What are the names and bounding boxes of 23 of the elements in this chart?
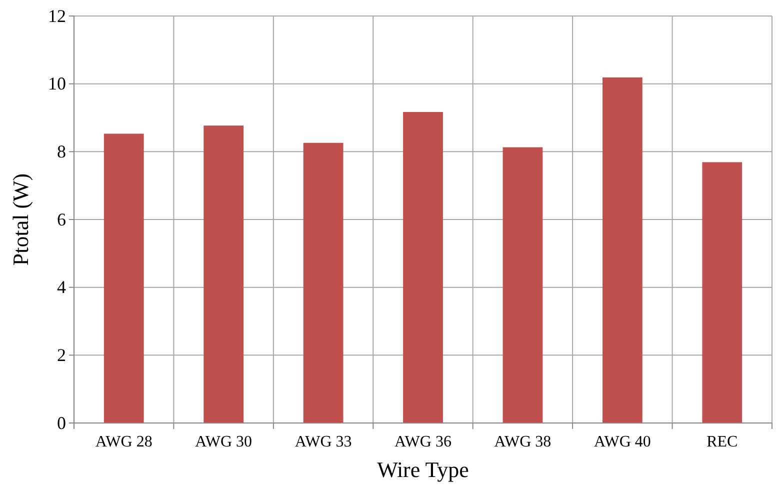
x-tick-label: AWG 30 [195, 433, 252, 450]
x-tick-label: AWG 33 [294, 433, 352, 450]
bar [702, 162, 742, 423]
bar [204, 126, 244, 423]
y-tick-label: 6 [57, 209, 66, 230]
x-axis-title: Wire Type [377, 457, 469, 482]
y-tick-label: 4 [57, 277, 66, 298]
x-tick-label: AWG 40 [594, 433, 651, 450]
x-tick-label: AWG 36 [394, 433, 452, 450]
x-tick-label: AWG 38 [494, 433, 552, 450]
y-tick-label: 2 [57, 344, 66, 365]
y-tick-label: 0 [57, 412, 66, 433]
bar [303, 142, 344, 423]
x-tick-label: AWG 28 [95, 433, 152, 450]
bar [502, 147, 543, 423]
y-tick-label: 12 [48, 6, 66, 26]
bar [602, 77, 642, 423]
y-tick-label: 10 [48, 74, 66, 94]
y-axis-title: Ptotal (W) [8, 173, 33, 266]
y-tick-label: 8 [57, 141, 66, 162]
x-tick-label: REC [706, 433, 738, 450]
bar [104, 134, 144, 423]
bar [403, 112, 443, 423]
